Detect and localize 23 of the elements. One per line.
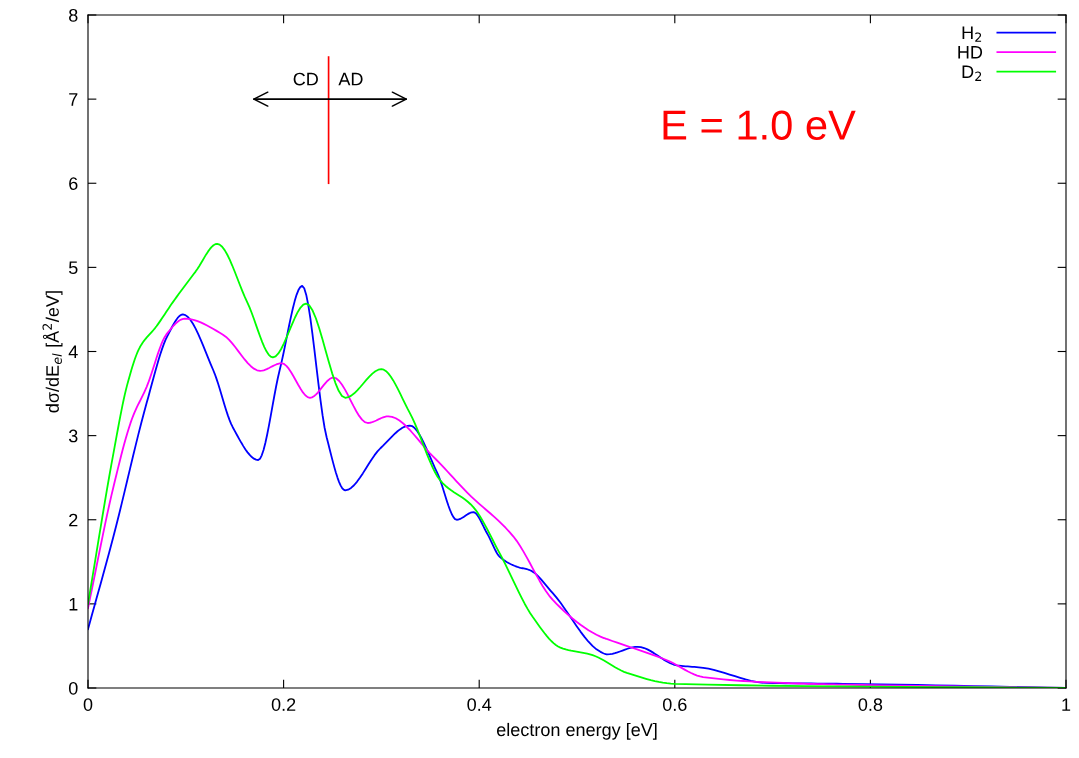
x-tick-label: 0 — [83, 698, 93, 711]
legend-label: H$_{2}$ — [962, 26, 982, 42]
annotation: E = 1.0 eV — [663, 110, 856, 140]
x-axis-title: electron energy [eV] — [496, 722, 657, 740]
annotation: AD — [338, 72, 363, 86]
x-tick-label: 0.8 — [858, 698, 883, 711]
x-tick-label: 0.6 — [662, 698, 687, 711]
y-tick-label: 2 — [69, 513, 78, 527]
y-tick-label: 3 — [68, 429, 78, 443]
annotation: CD — [293, 72, 318, 86]
x-tick-label: 0.2 — [271, 698, 296, 711]
y-tick-label: 6 — [69, 177, 78, 190]
y-tick-label: 7 — [69, 93, 78, 106]
y-tick-label: 0 — [68, 681, 78, 695]
legend-label: D$_{2}$ — [962, 65, 982, 81]
y-tick-label: 5 — [68, 261, 78, 275]
y-tick-label: 4 — [68, 345, 78, 359]
x-tick-label: 0.4 — [467, 698, 492, 711]
y-tick-label: 1 — [69, 598, 78, 611]
x-tick-label: 1 — [1062, 698, 1071, 711]
y-tick-label: 8 — [69, 8, 78, 22]
y-axis-title: dσ/dE$_{el}$ [Å$^{2}$/eV] — [42, 291, 63, 413]
legend-label: HD — [958, 46, 983, 59]
